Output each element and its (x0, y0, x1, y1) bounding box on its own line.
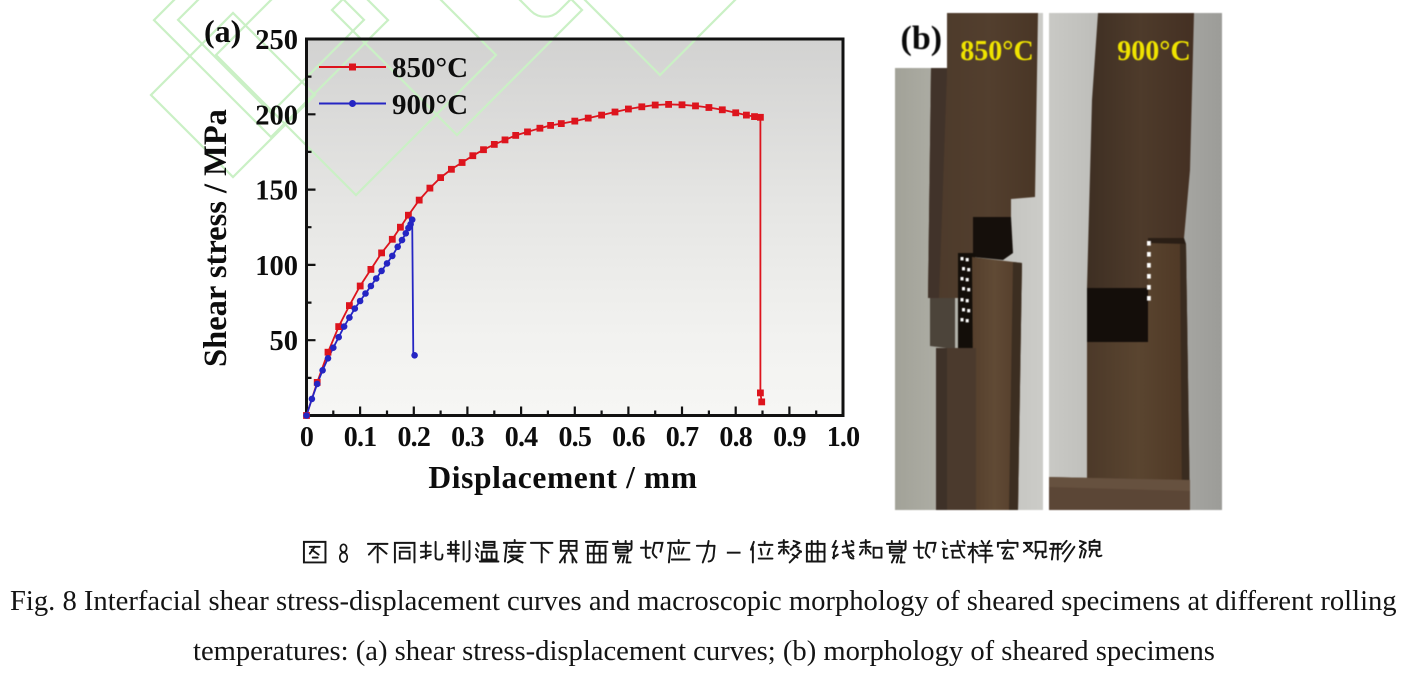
svg-text:0.2: 0.2 (397, 422, 430, 453)
svg-text:50: 50 (270, 326, 299, 357)
svg-text:0.4: 0.4 (505, 422, 538, 453)
svg-text:0.5: 0.5 (558, 422, 591, 453)
svg-text:0.8: 0.8 (719, 422, 752, 453)
svg-text:250: 250 (255, 25, 298, 56)
svg-text:Displacement / mm: Displacement / mm (428, 460, 697, 495)
svg-text:(b): (b) (901, 20, 943, 57)
svg-text:(a): (a) (204, 13, 241, 49)
svg-text:0.3: 0.3 (451, 422, 484, 453)
svg-text:900°C: 900°C (1117, 36, 1190, 67)
svg-text:200: 200 (255, 100, 298, 131)
svg-text:0.1: 0.1 (344, 422, 377, 453)
svg-text:900°C: 900°C (392, 89, 468, 121)
svg-text:Shear stress / MPa: Shear stress / MPa (198, 109, 234, 367)
svg-text:1.0: 1.0 (827, 422, 860, 453)
svg-text:150: 150 (255, 176, 298, 207)
svg-text:100: 100 (255, 251, 298, 282)
svg-text:0.9: 0.9 (773, 422, 806, 453)
svg-text:0: 0 (300, 422, 313, 453)
svg-text:850°C: 850°C (392, 52, 468, 84)
svg-text:0.6: 0.6 (612, 422, 645, 453)
svg-text:850°C: 850°C (960, 36, 1033, 67)
svg-text:0.7: 0.7 (666, 422, 699, 453)
